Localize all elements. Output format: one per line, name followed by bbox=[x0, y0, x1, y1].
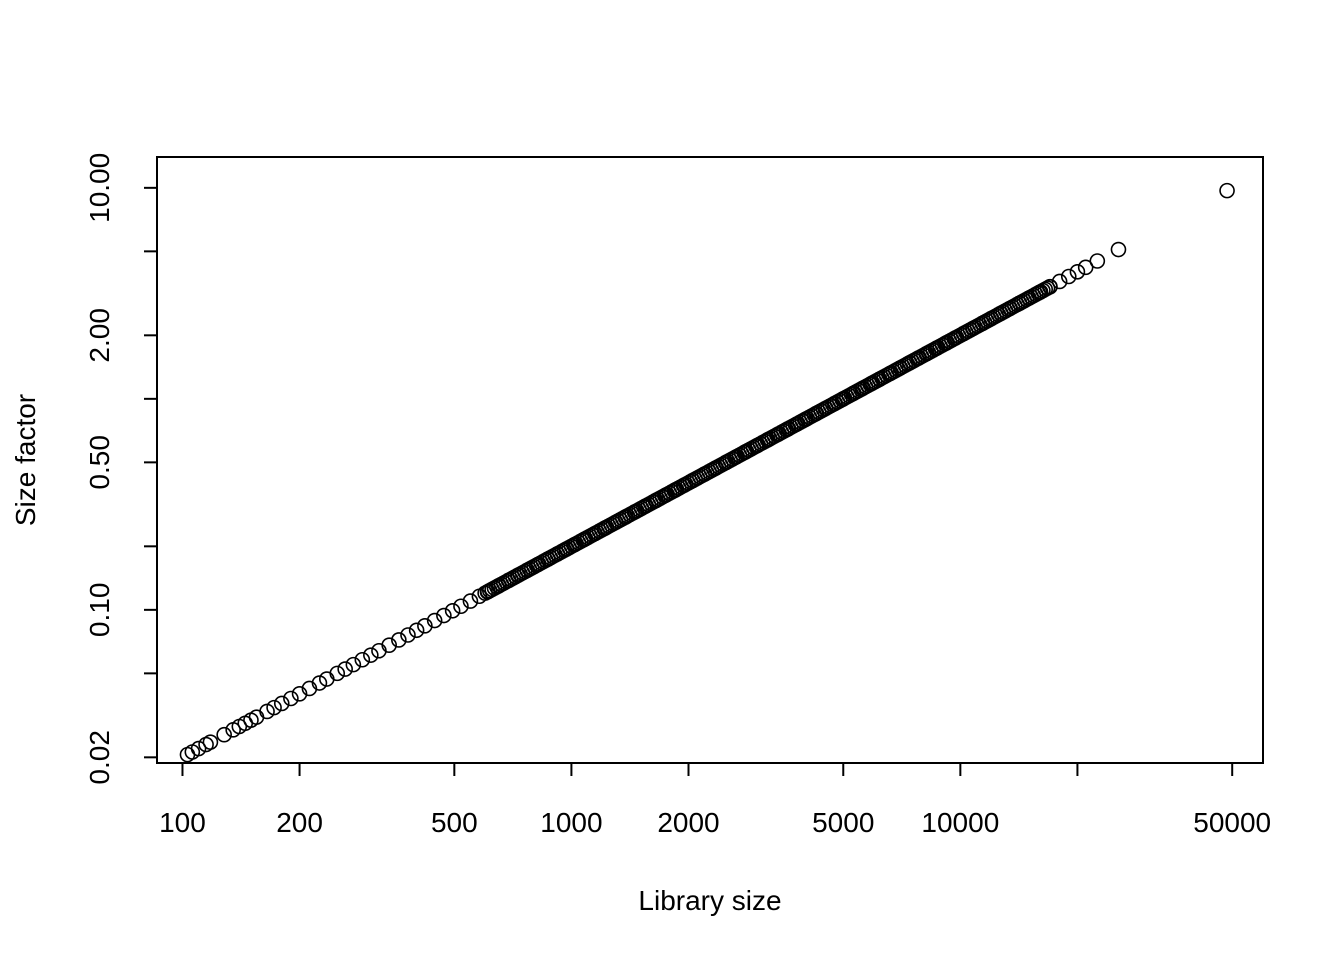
data-point bbox=[453, 598, 469, 615]
y-tick-label: 0.10 bbox=[84, 583, 115, 638]
y-axis-title: Size factor bbox=[10, 394, 41, 526]
y-tick-label: 0.02 bbox=[84, 730, 115, 785]
data-point bbox=[1219, 182, 1235, 199]
y-tick-label: 10.00 bbox=[84, 153, 115, 223]
data-point bbox=[436, 607, 452, 624]
data-point bbox=[381, 637, 397, 653]
data-point bbox=[216, 726, 232, 743]
data-point bbox=[283, 690, 299, 707]
x-tick-label: 100 bbox=[159, 807, 206, 838]
data-point bbox=[1077, 259, 1094, 276]
x-axis: 100 200 500 1000 2000 5000 10000 50000 bbox=[159, 762, 1271, 838]
data-point bbox=[190, 740, 207, 757]
data-point bbox=[1089, 253, 1106, 269]
data-point bbox=[345, 656, 362, 673]
data-point bbox=[444, 602, 461, 619]
data-point bbox=[1069, 264, 1086, 280]
data-point bbox=[354, 651, 371, 668]
data-point bbox=[417, 618, 433, 634]
x-tick-label: 200 bbox=[276, 807, 323, 838]
data-point bbox=[266, 699, 282, 716]
x-tick-label: 10000 bbox=[921, 807, 999, 838]
x-tick-label: 50000 bbox=[1193, 807, 1271, 838]
data-point bbox=[1110, 241, 1127, 258]
data-point bbox=[391, 632, 407, 648]
data-point bbox=[408, 622, 425, 639]
x-axis-title: Library size bbox=[638, 885, 781, 916]
data-point bbox=[462, 593, 479, 609]
plot-frame bbox=[156, 156, 1264, 764]
data-point bbox=[400, 627, 416, 643]
x-tick-label: 5000 bbox=[812, 807, 874, 838]
data-points bbox=[179, 182, 1235, 763]
data-point bbox=[363, 647, 379, 663]
data-point bbox=[426, 612, 443, 629]
data-point bbox=[337, 661, 353, 677]
x-tick-label: 1000 bbox=[540, 807, 602, 838]
data-point bbox=[291, 686, 308, 702]
y-tick-label: 0.50 bbox=[84, 435, 115, 490]
x-tick-label: 2000 bbox=[657, 807, 719, 838]
y-tick-label: 2.00 bbox=[84, 308, 115, 363]
data-point bbox=[1051, 273, 1068, 290]
data-point bbox=[1039, 280, 1056, 296]
y-axis: 0.02 0.10 0.50 2.00 10.00 bbox=[84, 153, 158, 785]
data-point bbox=[311, 675, 328, 691]
data-point bbox=[202, 734, 219, 750]
x-tick-label: 500 bbox=[431, 807, 478, 838]
data-point bbox=[329, 665, 346, 682]
data-point bbox=[1060, 268, 1077, 285]
data-point bbox=[273, 695, 290, 712]
data-point bbox=[1042, 278, 1058, 295]
